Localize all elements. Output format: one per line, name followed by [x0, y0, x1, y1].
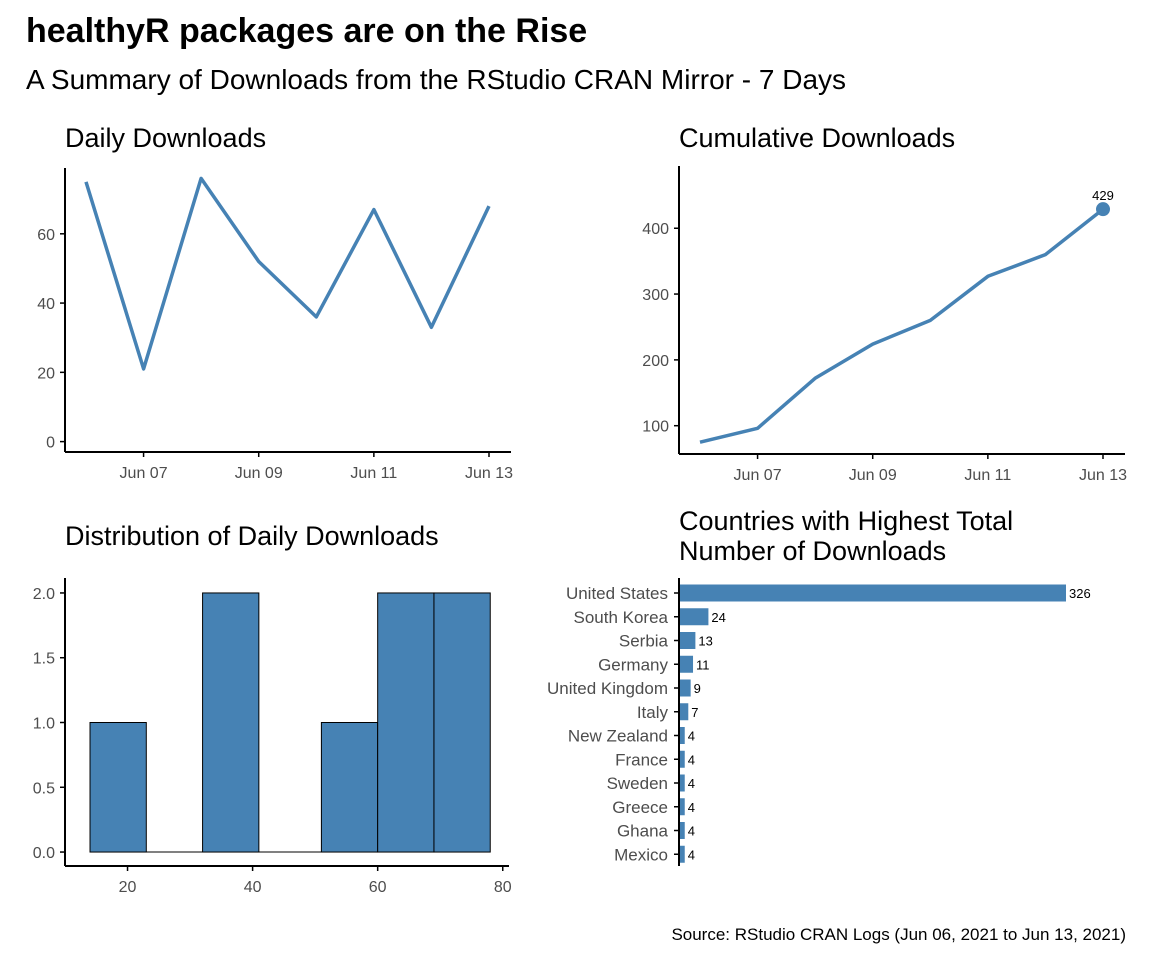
daily-x-tick-label: Jun 11 [350, 465, 397, 482]
cumulative-end-point [1096, 202, 1110, 217]
hist-bar [433, 592, 491, 853]
cumulative-x-tick-label: Jun 09 [849, 467, 897, 484]
hist-y-tick-label: 1.0 [33, 716, 55, 733]
daily-y-tick-label: 60 [37, 227, 55, 244]
distribution-title: Distribution of Daily Downloads [65, 521, 439, 551]
cumulative-x-tick-label: Jun 07 [734, 467, 782, 484]
country-value-label: 4 [688, 847, 695, 862]
country-value-label: 326 [1069, 586, 1091, 601]
cumulative-downloads-chart: 100 200 300 400 Jun 07 Jun 09 Jun 11 Jun 13 429 [642, 166, 1127, 484]
country-bar [680, 750, 685, 768]
countries-bar-chart: United States 326 South Korea 24 Serbia 13 Ger… [547, 578, 1091, 866]
daily-x-tick-label: Jun 07 [120, 465, 168, 482]
daily-y-tick-label: 0 [46, 435, 55, 452]
hist-y-tick-label: 2.0 [33, 586, 55, 603]
daily-y-tick-label: 20 [37, 365, 55, 382]
cumulative-x-tick-label: Jun 11 [964, 467, 1011, 484]
cumulative-y-tick-label: 300 [642, 287, 669, 304]
cumulative-y-tick-label: 200 [642, 353, 669, 370]
hist-x-tick-label: 80 [494, 879, 512, 896]
hist-x-tick-label: 20 [119, 879, 137, 896]
hist-y-tick-label: 0.0 [33, 845, 55, 862]
country-label: Serbia [619, 632, 669, 651]
country-value-label: 13 [698, 634, 712, 649]
main-title: healthyR packages are on the Rise [26, 12, 588, 50]
hist-x-tick-label: 40 [244, 879, 262, 896]
country-label: New Zealand [568, 727, 668, 746]
country-label: Sweden [607, 774, 668, 793]
country-value-label: 4 [688, 752, 695, 767]
countries-title-line2: Number of Downloads [679, 536, 946, 566]
country-value-label: 4 [688, 776, 695, 791]
country-bar [680, 655, 694, 673]
country-value-label: 4 [688, 800, 695, 815]
hist-y-tick-label: 1.5 [33, 651, 55, 668]
country-value-label: 7 [691, 705, 698, 720]
main-subtitle: A Summary of Downloads from the RStudio … [26, 64, 847, 95]
country-bar [680, 727, 685, 744]
daily-series-line [84, 176, 491, 371]
country-bar [680, 632, 696, 649]
countries-title-line1: Countries with Highest Total [679, 506, 1013, 536]
daily-downloads-title: Daily Downloads [65, 123, 266, 153]
country-value-label: 9 [694, 681, 701, 696]
daily-y-tick-label: 40 [37, 296, 55, 313]
country-bar [680, 703, 689, 721]
country-label: Ghana [617, 822, 669, 841]
country-bar [680, 774, 685, 792]
cumulative-x-tick-label: Jun 13 [1079, 467, 1127, 484]
hist-bar [89, 722, 147, 853]
country-label: United States [566, 584, 668, 603]
country-value-label: 24 [711, 610, 725, 625]
country-label: United Kingdom [547, 679, 668, 698]
source-caption: Source: RStudio CRAN Logs (Jun 06, 2021 … [671, 925, 1126, 944]
cumulative-downloads-title: Cumulative Downloads [679, 123, 955, 153]
daily-x-tick-label: Jun 13 [465, 465, 513, 482]
country-bar [680, 822, 685, 839]
hist-bar [202, 592, 260, 853]
country-value-label: 11 [696, 657, 710, 672]
country-value-label: 4 [688, 729, 695, 744]
daily-downloads-chart: 0 20 40 60 Jun 07 Jun 09 Jun 11 Jun 13 [37, 168, 513, 482]
country-label: South Korea [573, 608, 668, 627]
country-label: France [615, 750, 668, 769]
country-label: Greece [612, 798, 668, 817]
country-bar [680, 798, 685, 816]
cumulative-series-line [699, 207, 1105, 444]
cumulative-y-tick-label: 100 [642, 419, 669, 436]
country-bar [680, 608, 709, 626]
country-bar [680, 679, 691, 697]
distribution-histogram: 0.0 0.5 1.0 1.5 2.0 20 40 60 80 [33, 578, 512, 896]
hist-x-tick-label: 60 [369, 879, 387, 896]
cumulative-y-tick-label: 400 [642, 221, 669, 238]
cumulative-end-label: 429 [1092, 188, 1114, 203]
hist-bar [320, 722, 379, 853]
country-label: Mexico [614, 845, 668, 864]
country-bar [680, 584, 1066, 602]
hist-y-tick-label: 0.5 [33, 780, 55, 797]
country-label: Italy [637, 703, 669, 722]
country-value-label: 4 [688, 824, 695, 839]
hist-bar [377, 592, 435, 853]
country-bar [680, 845, 685, 863]
country-label: Germany [598, 655, 668, 674]
daily-x-tick-label: Jun 09 [235, 465, 283, 482]
